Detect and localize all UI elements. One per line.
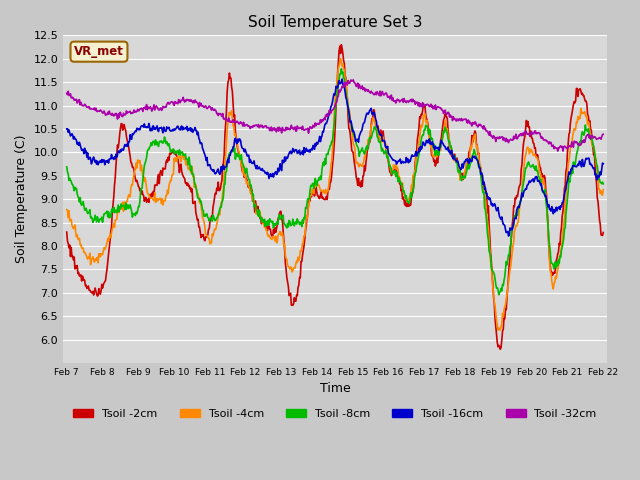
Tsoil -2cm [497,347,504,352]
Tsoil -32cm [600,132,607,137]
Tsoil -8cm [600,181,607,187]
Line: Tsoil -32cm: Tsoil -32cm [67,80,604,151]
Tsoil -32cm [63,90,70,96]
Tsoil -2cm [600,229,607,235]
Tsoil -8cm [72,185,80,191]
Tsoil -4cm [182,162,190,168]
Tsoil -32cm [182,98,190,104]
Legend: Tsoil -2cm, Tsoil -4cm, Tsoil -8cm, Tsoil -16cm, Tsoil -32cm: Tsoil -2cm, Tsoil -4cm, Tsoil -8cm, Tsoi… [69,404,601,423]
Tsoil -8cm [401,192,408,197]
Tsoil -8cm [211,217,218,223]
Tsoil -4cm [72,234,80,240]
Tsoil -2cm [417,116,424,121]
Tsoil -2cm [72,265,80,271]
Title: Soil Temperature Set 3: Soil Temperature Set 3 [248,15,422,30]
Tsoil -4cm [337,56,344,61]
Tsoil -16cm [128,136,136,142]
Tsoil -8cm [182,156,190,162]
Tsoil -32cm [417,101,424,107]
Y-axis label: Soil Temperature (C): Soil Temperature (C) [15,135,28,264]
Tsoil -2cm [401,202,408,208]
Line: Tsoil -4cm: Tsoil -4cm [67,59,604,330]
Text: VR_met: VR_met [74,45,124,58]
Tsoil -16cm [401,159,408,165]
X-axis label: Time: Time [319,383,350,396]
Tsoil -2cm [63,229,70,235]
Tsoil -4cm [494,327,502,333]
Line: Tsoil -16cm: Tsoil -16cm [67,79,604,236]
Tsoil -16cm [339,76,346,82]
Line: Tsoil -8cm: Tsoil -8cm [67,69,604,295]
Tsoil -2cm [211,195,218,201]
Tsoil -32cm [211,107,218,112]
Tsoil -8cm [63,164,70,170]
Tsoil -4cm [128,182,136,188]
Tsoil -2cm [182,180,190,185]
Tsoil -4cm [401,192,408,198]
Tsoil -4cm [63,207,70,213]
Tsoil -4cm [600,187,607,192]
Tsoil -2cm [337,42,345,48]
Tsoil -16cm [211,170,218,176]
Tsoil -16cm [72,137,80,143]
Tsoil -2cm [128,160,136,166]
Tsoil -32cm [72,96,80,102]
Tsoil -8cm [337,66,345,72]
Tsoil -8cm [417,141,424,147]
Tsoil -16cm [63,126,70,132]
Tsoil -4cm [417,128,424,134]
Tsoil -8cm [495,292,502,298]
Tsoil -32cm [128,110,136,116]
Tsoil -16cm [182,126,190,132]
Tsoil -16cm [505,233,513,239]
Tsoil -32cm [349,77,357,83]
Tsoil -16cm [600,161,607,167]
Tsoil -32cm [401,98,408,104]
Tsoil -16cm [417,144,424,149]
Tsoil -4cm [211,226,218,232]
Tsoil -32cm [554,148,561,154]
Tsoil -8cm [128,208,136,214]
Line: Tsoil -2cm: Tsoil -2cm [67,45,604,349]
